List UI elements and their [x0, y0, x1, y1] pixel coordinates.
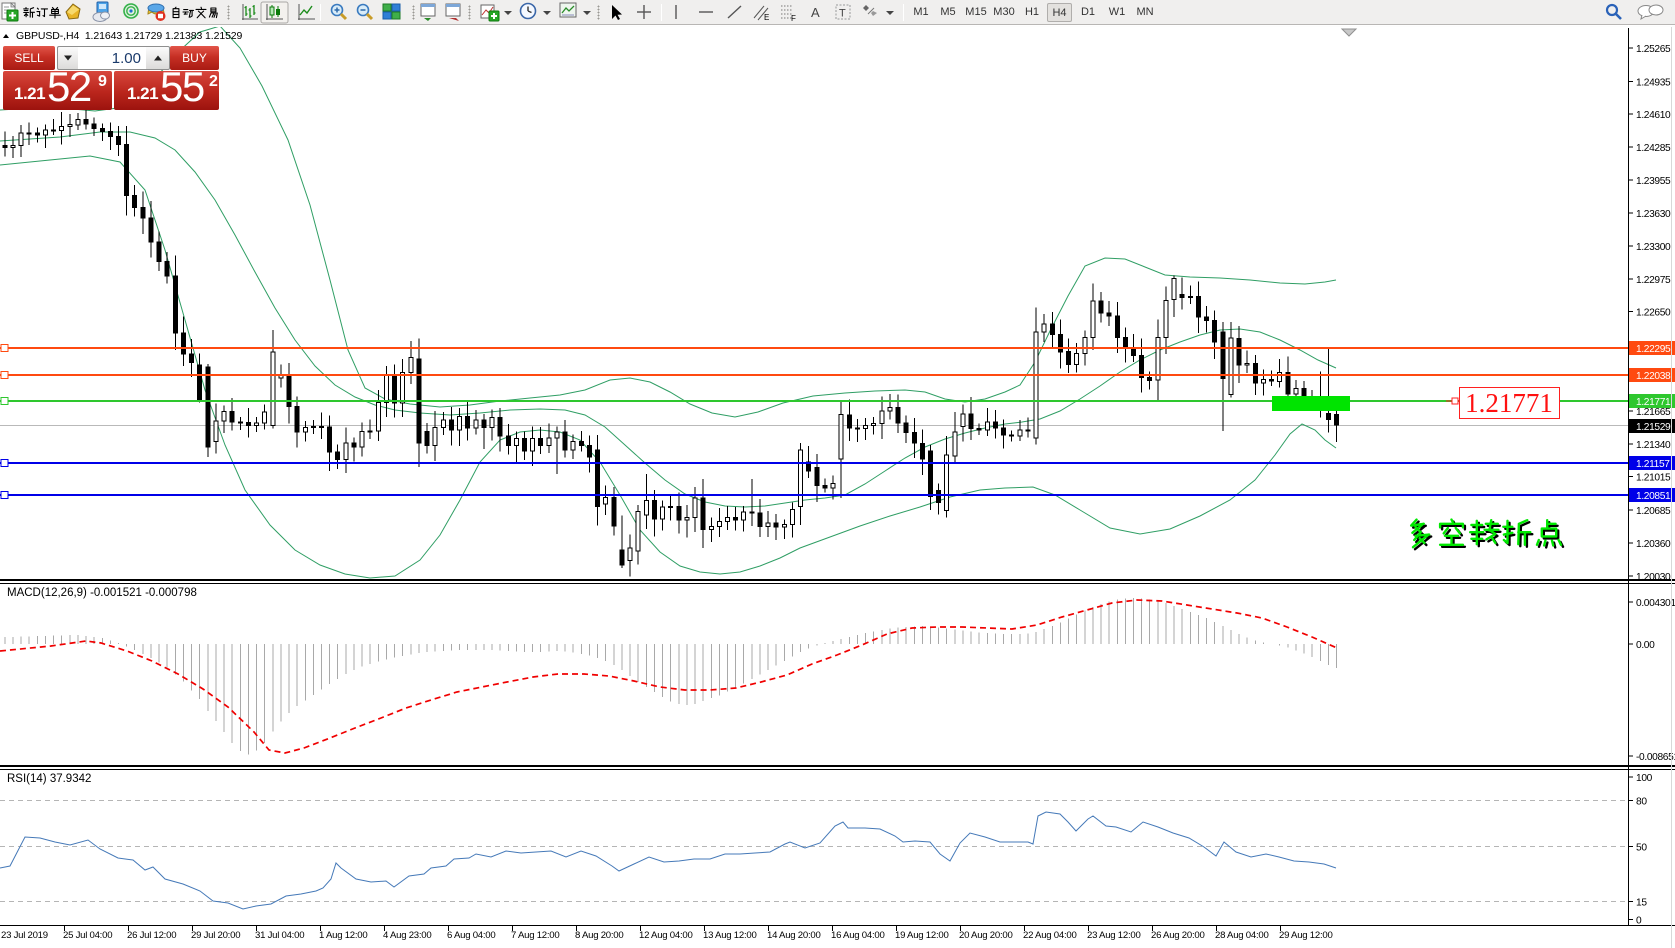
svg-text:1.22975: 1.22975 [1636, 275, 1671, 286]
svg-text:1.24610: 1.24610 [1636, 110, 1671, 121]
svg-text:0: 0 [1636, 916, 1642, 927]
svg-text:1.21157: 1.21157 [1636, 459, 1670, 470]
svg-text:29 Aug 12:00: 29 Aug 12:00 [1279, 930, 1333, 941]
svg-text:28 Aug 04:00: 28 Aug 04:00 [1215, 930, 1269, 941]
svg-text:1.25265: 1.25265 [1636, 44, 1671, 55]
svg-text:1.23300: 1.23300 [1636, 242, 1671, 253]
svg-text:16 Aug 04:00: 16 Aug 04:00 [831, 930, 885, 941]
svg-text:1.23955: 1.23955 [1636, 176, 1671, 187]
svg-text:7 Aug 12:00: 7 Aug 12:00 [511, 930, 559, 941]
svg-text:100: 100 [1636, 773, 1653, 784]
svg-text:13 Aug 12:00: 13 Aug 12:00 [703, 930, 757, 941]
svg-text:1.21771: 1.21771 [1465, 388, 1553, 418]
svg-text:1.20685: 1.20685 [1636, 506, 1671, 517]
svg-text:22 Aug 04:00: 22 Aug 04:00 [1023, 930, 1077, 941]
svg-text:12 Aug 04:00: 12 Aug 04:00 [639, 930, 693, 941]
svg-text:1.21529: 1.21529 [1636, 422, 1671, 433]
svg-text:RSI(14) 37.9342: RSI(14) 37.9342 [7, 773, 91, 785]
svg-text:1.20030: 1.20030 [1636, 572, 1671, 583]
svg-text:1 Aug 12:00: 1 Aug 12:00 [319, 930, 367, 941]
svg-text:20 Aug 20:00: 20 Aug 20:00 [959, 930, 1013, 941]
svg-text:1.22650: 1.22650 [1636, 308, 1671, 319]
svg-text:0.00: 0.00 [1636, 640, 1655, 651]
svg-text:1.21665: 1.21665 [1636, 407, 1671, 418]
svg-text:A: A [811, 5, 820, 20]
svg-text:1.24285: 1.24285 [1636, 143, 1671, 154]
svg-text:1.21015: 1.21015 [1636, 473, 1671, 484]
svg-text:50: 50 [1636, 843, 1647, 854]
svg-text:23 Aug 12:00: 23 Aug 12:00 [1087, 930, 1141, 941]
svg-text:8 Aug 20:00: 8 Aug 20:00 [575, 930, 623, 941]
svg-text:26 Jul 12:00: 26 Jul 12:00 [127, 930, 176, 941]
svg-text:1.22038: 1.22038 [1636, 371, 1671, 382]
svg-text:25 Jul 04:00: 25 Jul 04:00 [63, 930, 112, 941]
svg-text:14 Aug 20:00: 14 Aug 20:00 [767, 930, 821, 941]
svg-text:6 Aug 04:00: 6 Aug 04:00 [447, 930, 495, 941]
svg-text:MACD(12,26,9) -0.001521 -0.000: MACD(12,26,9) -0.001521 -0.000798 [7, 587, 197, 599]
svg-text:1.22295: 1.22295 [1636, 344, 1671, 355]
svg-text:1.24935: 1.24935 [1636, 77, 1671, 88]
svg-text:31 Jul 04:00: 31 Jul 04:00 [255, 930, 304, 941]
svg-text:26 Aug 20:00: 26 Aug 20:00 [1151, 930, 1205, 941]
svg-text:29 Jul 20:00: 29 Jul 20:00 [191, 930, 240, 941]
svg-text:19 Aug 12:00: 19 Aug 12:00 [895, 930, 949, 941]
svg-text:0.004301: 0.004301 [1636, 598, 1675, 609]
svg-text:F: F [791, 14, 796, 23]
svg-text:1.21340: 1.21340 [1636, 440, 1671, 451]
svg-text:23 Jul 2019: 23 Jul 2019 [1, 930, 48, 941]
svg-text:1.20360: 1.20360 [1636, 539, 1671, 550]
svg-text:-0.008651: -0.008651 [1636, 752, 1675, 763]
svg-text:15: 15 [1636, 898, 1647, 909]
svg-text:1.21771: 1.21771 [1636, 397, 1671, 408]
svg-text:80: 80 [1636, 797, 1647, 808]
svg-text:1.23630: 1.23630 [1636, 209, 1671, 220]
svg-text:T: T [839, 8, 846, 20]
svg-text:4 Aug 23:00: 4 Aug 23:00 [383, 930, 431, 941]
svg-text:E: E [764, 13, 769, 22]
svg-text:1.20851: 1.20851 [1636, 491, 1671, 502]
